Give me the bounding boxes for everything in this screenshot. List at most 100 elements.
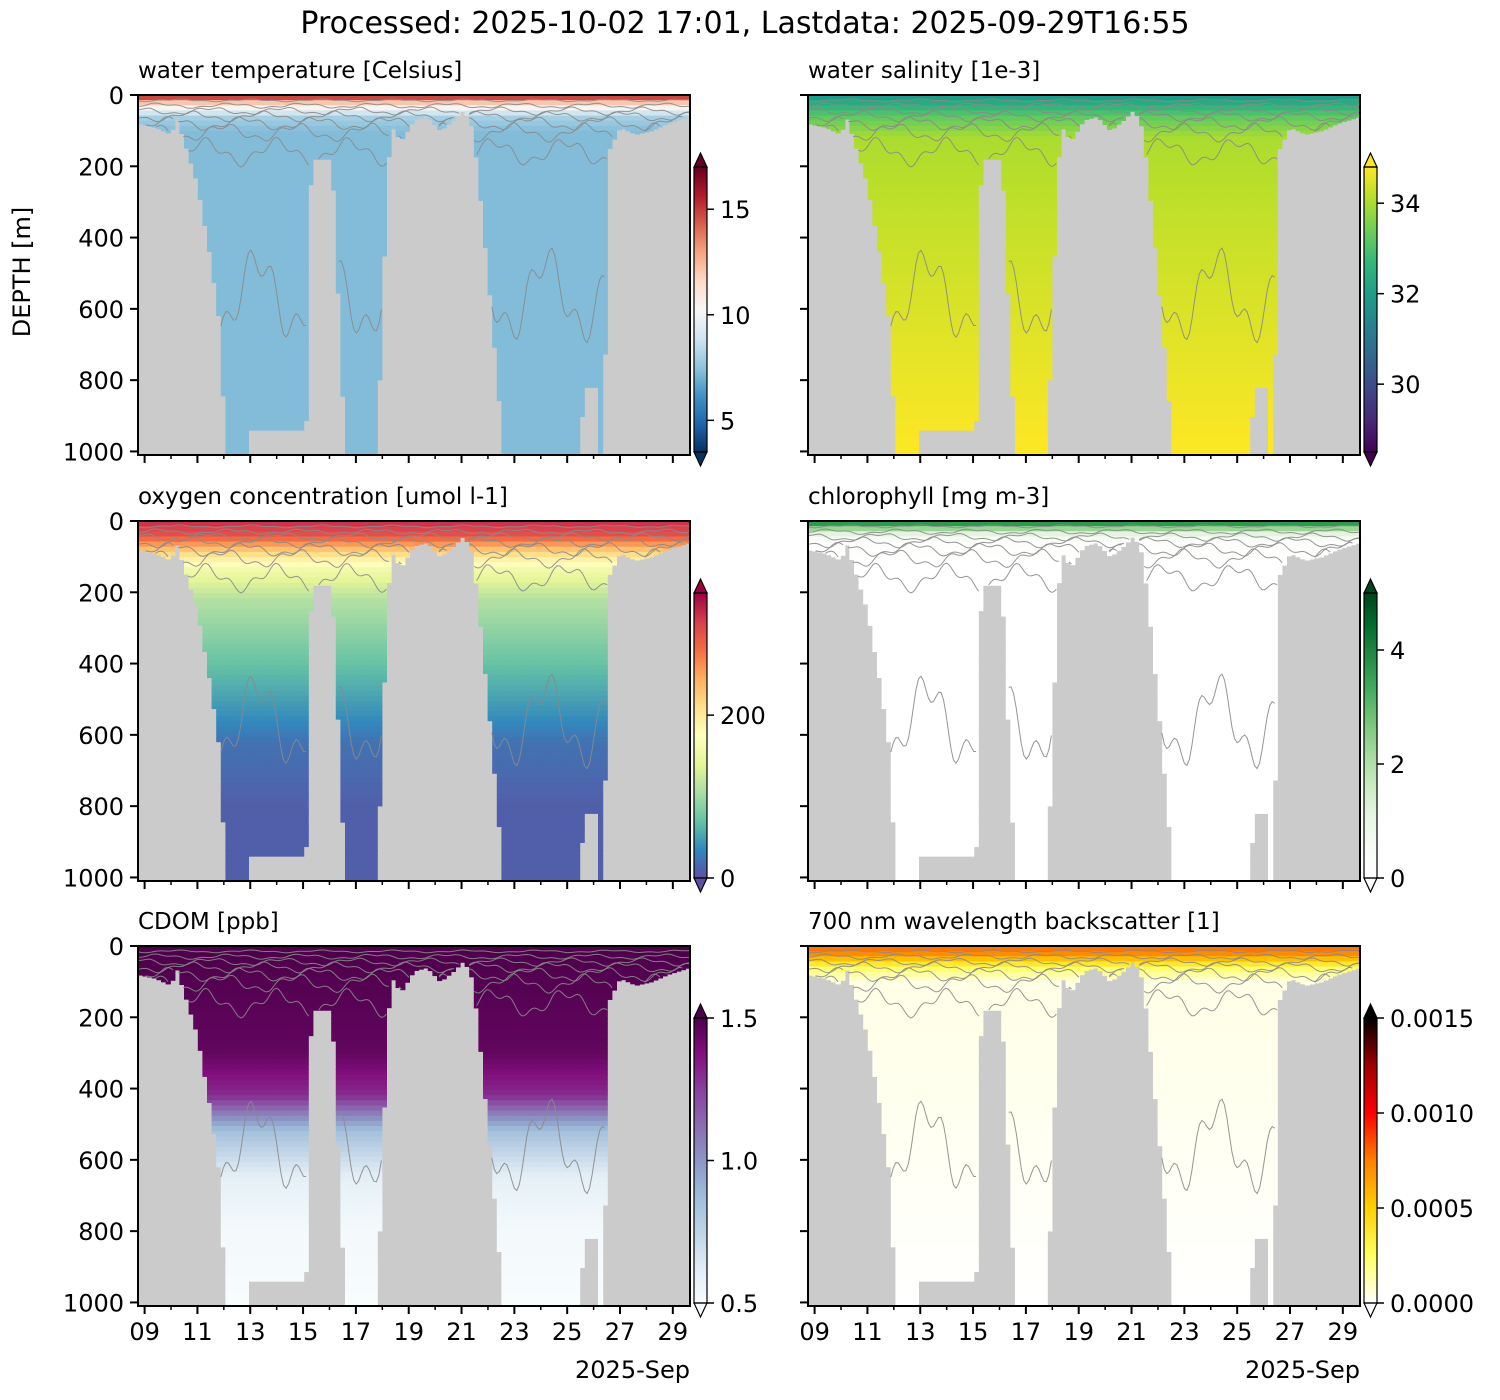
heatmap-cell (881, 187, 887, 194)
heatmap-cell (909, 110, 915, 117)
heatmap-cell (280, 187, 286, 194)
heatmap-cell (322, 131, 328, 137)
heatmap-cell (280, 254, 286, 261)
heatmap-cell (909, 357, 915, 364)
heatmap-cell (524, 141, 530, 148)
heatmap-cell (276, 429, 282, 431)
heatmap-cell (648, 115, 654, 122)
heatmap-cell (358, 367, 364, 374)
heatmap-cell (496, 280, 502, 286)
heatmap-cell (565, 120, 571, 127)
heatmap-cell (877, 110, 883, 117)
heatmap-cell (625, 120, 631, 127)
heatmap-cell (579, 95, 585, 101)
heatmap-cell (220, 177, 226, 184)
heatmap-cell (289, 161, 295, 168)
heatmap-cell (598, 228, 604, 235)
heatmap-cell (257, 424, 263, 430)
heatmap-cell (501, 233, 507, 240)
heatmap-cell (863, 131, 869, 137)
heatmap-cell (331, 172, 337, 178)
heatmap-cell (506, 233, 512, 240)
heatmap-cell (556, 192, 562, 199)
heatmap-cell (216, 100, 222, 106)
heatmap-cell (900, 167, 906, 173)
heatmap-cell (308, 161, 314, 168)
heatmap-cell (294, 290, 300, 297)
heatmap-cell (584, 223, 590, 230)
heatmap-cell (904, 388, 910, 394)
heatmap-cell (230, 321, 236, 328)
heatmap-cell (276, 377, 282, 384)
heatmap-cell (253, 321, 259, 328)
heatmap-cell (579, 341, 585, 348)
heatmap-cell (515, 300, 521, 307)
heatmap-cell (570, 136, 576, 142)
heatmap-cell (299, 223, 305, 230)
heatmap-cell (303, 326, 309, 333)
heatmap-cell (188, 136, 194, 142)
heatmap-cell (340, 151, 346, 158)
heatmap-cell (863, 95, 869, 101)
heatmap-cell (501, 285, 507, 292)
heatmap-cell (904, 305, 910, 312)
heatmap-cell (492, 182, 498, 189)
heatmap-cell (519, 357, 525, 364)
heatmap-cell (588, 362, 594, 369)
heatmap-cell (561, 187, 567, 194)
heatmap-cell (308, 131, 314, 137)
heatmap-cell (854, 115, 860, 122)
heatmap-cell (895, 372, 901, 379)
heatmap-cell (588, 331, 594, 338)
heatmap-cell (257, 249, 263, 256)
heatmap-cell (501, 120, 507, 127)
heatmap-cell (285, 105, 291, 112)
heatmap-cell (552, 203, 558, 209)
heatmap-cell (289, 254, 295, 261)
heatmap-cell (299, 347, 305, 353)
heatmap-cell (496, 372, 502, 379)
heatmap-cell (900, 156, 906, 163)
heatmap-cell (432, 95, 438, 101)
heatmap-cell (377, 197, 383, 204)
heatmap-cell (243, 429, 249, 436)
heatmap-cell (289, 172, 295, 178)
heatmap-cell (519, 305, 525, 312)
heatmap-cell (312, 115, 318, 122)
heatmap-cell (271, 120, 277, 127)
heatmap-cell (519, 419, 525, 425)
heatmap-cell (570, 336, 576, 343)
heatmap-cell (335, 285, 341, 292)
heatmap-cell (570, 156, 576, 163)
heatmap-cell (142, 120, 148, 126)
heatmap-cell (881, 264, 887, 271)
heatmap-cell (506, 300, 512, 307)
heatmap-cell (294, 305, 300, 312)
heatmap-cell (584, 352, 590, 358)
heatmap-cell (262, 115, 268, 122)
heatmap-cell (510, 295, 516, 302)
heatmap-cell (349, 254, 355, 261)
heatmap-cell (225, 223, 231, 230)
heatmap-cell (478, 172, 484, 178)
heatmap-cell (285, 146, 291, 153)
heatmap-cell (248, 244, 254, 250)
heatmap-cell (895, 177, 901, 184)
heatmap-cell (271, 95, 277, 101)
heatmap-cell (900, 120, 906, 127)
heatmap-cell (552, 336, 558, 343)
heatmap-cell (368, 275, 374, 281)
heatmap-cell (561, 146, 567, 153)
heatmap-cell (230, 239, 236, 245)
heatmap-cell (538, 362, 544, 369)
heatmap-cell (506, 357, 512, 364)
heatmap-cell (404, 125, 410, 132)
heatmap-cell (542, 290, 548, 297)
heatmap-cell (478, 141, 484, 148)
heatmap-cell (575, 424, 581, 430)
heatmap-cell (909, 383, 915, 389)
heatmap-cell (266, 300, 272, 307)
heatmap-cell (349, 275, 355, 281)
heatmap-cell (877, 208, 883, 214)
heatmap-cell (890, 388, 896, 394)
